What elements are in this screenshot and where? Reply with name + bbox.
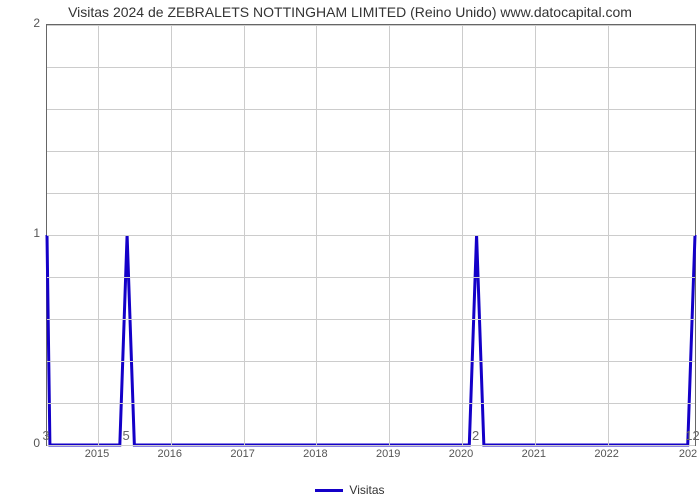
x-axis-label: 2018 [303,448,327,460]
gridline-horizontal [47,193,695,194]
x-axis-label: 2019 [376,448,400,460]
x-axis-label: 2017 [230,448,254,460]
gridline-horizontal [47,445,695,446]
gridline-vertical [316,25,317,445]
spike-value-label: 12 [685,428,699,443]
gridline-vertical [608,25,609,445]
spike-value-label: 2 [472,428,479,443]
x-axis-label: 2022 [594,448,618,460]
gridline-vertical [244,25,245,445]
x-axis-label: 2020 [449,448,473,460]
legend-swatch [315,489,343,492]
gridline-horizontal [47,67,695,68]
legend-label: Visitas [349,483,384,497]
gridline-horizontal [47,319,695,320]
gridline-vertical [462,25,463,445]
gridline-horizontal [47,109,695,110]
x-axis-label: 2021 [522,448,546,460]
gridline-vertical [98,25,99,445]
gridline-horizontal [47,25,695,26]
gridline-vertical [389,25,390,445]
y-axis-label: 2 [10,16,40,30]
gridline-vertical [535,25,536,445]
x-axis-label: 2015 [85,448,109,460]
gridline-horizontal [47,235,695,236]
gridline-horizontal [47,361,695,362]
legend: Visitas [0,483,700,497]
y-axis-label: 1 [10,226,40,240]
gridline-horizontal [47,403,695,404]
chart-container: Visitas 2024 de ZEBRALETS NOTTINGHAM LIM… [0,0,700,500]
plot-area [46,24,696,446]
spike-value-label: 3 [42,428,49,443]
y-axis-label: 0 [10,436,40,450]
x-axis-label: 202 [679,448,697,460]
x-axis-label: 2016 [158,448,182,460]
gridline-horizontal [47,151,695,152]
chart-title: Visitas 2024 de ZEBRALETS NOTTINGHAM LIM… [0,4,700,20]
gridline-horizontal [47,277,695,278]
spike-value-label: 5 [122,428,129,443]
gridline-vertical [171,25,172,445]
